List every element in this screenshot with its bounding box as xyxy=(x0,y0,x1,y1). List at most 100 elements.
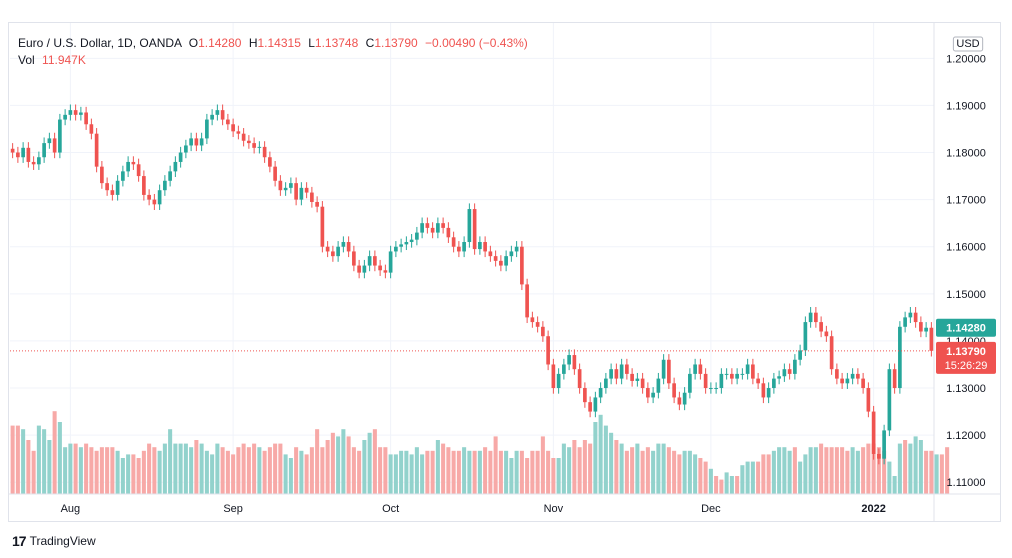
candle-body xyxy=(835,369,839,379)
volume-bar xyxy=(551,458,556,494)
volume-bar xyxy=(89,447,94,494)
volume-bar xyxy=(483,447,488,494)
volume-bar xyxy=(446,447,451,494)
candle-body xyxy=(84,112,88,125)
volume-bar xyxy=(325,440,330,494)
volume-bar xyxy=(42,429,47,494)
candle-body xyxy=(903,317,907,327)
candle-body xyxy=(457,246,461,252)
candle-body xyxy=(520,246,524,285)
candle-body xyxy=(68,110,73,115)
volume-bar xyxy=(178,443,183,494)
volume-bar xyxy=(420,454,425,494)
candle-body xyxy=(415,232,419,240)
volume-bar xyxy=(73,443,78,494)
volume-bar xyxy=(330,432,335,494)
volume-bar xyxy=(383,447,388,494)
candle-body xyxy=(814,312,818,323)
high-label: H xyxy=(248,36,258,50)
candle-body xyxy=(562,364,566,374)
volume-bar xyxy=(834,447,839,494)
candle-body xyxy=(604,378,608,389)
candle-body xyxy=(787,369,792,374)
candle-body xyxy=(556,373,561,389)
volume-bar xyxy=(336,436,341,494)
candle-body xyxy=(399,244,403,247)
volume-bar xyxy=(189,447,194,494)
volume-bar xyxy=(105,447,110,494)
candle-body xyxy=(614,369,619,379)
candle-body xyxy=(315,201,319,207)
volume-row: Vol 11.947K xyxy=(18,52,528,69)
candle-body xyxy=(798,350,802,360)
volume-bar xyxy=(876,447,881,494)
volume-bar xyxy=(252,443,257,494)
candle-body xyxy=(247,140,251,144)
candle-body xyxy=(184,145,188,153)
volume-bar xyxy=(887,461,892,494)
candle-body xyxy=(682,392,687,405)
candle-body xyxy=(740,373,745,375)
volume-bar xyxy=(220,447,225,494)
candle-body xyxy=(409,239,414,243)
volume-bar xyxy=(183,443,188,494)
volume-bar xyxy=(546,450,551,494)
price-tick-label: 1.19000 xyxy=(946,100,986,112)
candle-body xyxy=(94,133,99,167)
volume-bar xyxy=(152,447,157,494)
time-tick-label: Oct xyxy=(382,503,399,515)
volume-bar xyxy=(378,447,383,494)
close-value: 1.13790 xyxy=(374,36,418,50)
candle-body xyxy=(231,124,235,132)
volume-bar xyxy=(782,447,787,494)
symbol-title[interactable]: Euro / U.S. Dollar, 1D, OANDA xyxy=(18,36,182,50)
candle-body xyxy=(136,164,141,177)
volume-bar xyxy=(278,443,283,494)
volume-bar xyxy=(777,447,782,494)
candle-body xyxy=(273,166,277,181)
candle-body xyxy=(79,112,83,115)
candle-body xyxy=(462,242,466,252)
volume-bar xyxy=(651,450,656,494)
candle-body xyxy=(709,388,713,390)
volume-bar xyxy=(603,425,608,494)
volume-bar xyxy=(462,447,467,494)
currency-label[interactable]: USD xyxy=(956,38,979,50)
candle-body xyxy=(126,161,130,172)
volume-bar xyxy=(519,450,524,494)
candle-body xyxy=(861,378,865,389)
time-axis[interactable]: AugSepOctNovDec2022Feb xyxy=(61,503,1012,515)
candle-body xyxy=(352,251,356,266)
volume-bar xyxy=(372,429,377,494)
last-price-label: 1.13790 xyxy=(946,346,986,358)
candle-body xyxy=(147,194,151,200)
candle-body xyxy=(336,246,340,257)
tradingview-footer[interactable]: 17 TradingView xyxy=(12,533,96,549)
volume-bar xyxy=(897,443,902,494)
volume-bar xyxy=(451,450,456,494)
price-axis[interactable]: 1.110001.120001.130001.140001.150001.160… xyxy=(8,22,1001,521)
time-tick-label: Dec xyxy=(701,503,721,515)
candle-body xyxy=(226,119,230,125)
prev-close-label: 1.14280 xyxy=(946,323,986,335)
candle-body xyxy=(58,119,62,153)
volume-bar xyxy=(845,450,850,494)
candle-body xyxy=(803,322,808,351)
candle-body xyxy=(625,364,629,374)
price-tick-label: 1.11000 xyxy=(947,477,986,489)
candle-body xyxy=(173,161,178,172)
candle-body xyxy=(735,373,739,379)
candle-body xyxy=(325,246,330,252)
candle-body xyxy=(488,251,493,257)
candle-body xyxy=(583,388,587,403)
candle-body xyxy=(887,369,892,431)
volume-bar xyxy=(435,440,440,494)
volume-bar xyxy=(819,443,824,494)
volume-bar xyxy=(414,447,419,494)
volume-bar xyxy=(147,443,152,494)
volume-bar xyxy=(567,447,572,494)
candle-body xyxy=(373,256,377,266)
candle-body xyxy=(241,133,246,141)
volume-bar xyxy=(871,443,876,494)
